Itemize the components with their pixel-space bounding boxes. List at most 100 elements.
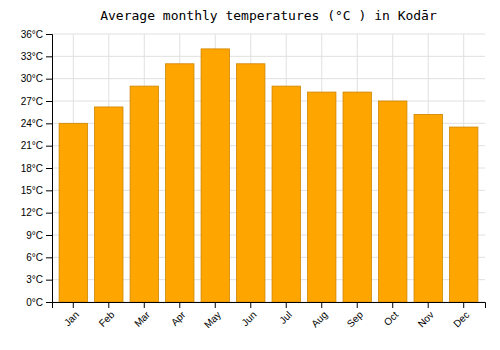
- x-tick-label: Jun: [239, 309, 258, 328]
- y-tick-mark: [46, 190, 52, 191]
- y-grid-line: [52, 101, 485, 102]
- x-tick-mark: [392, 302, 393, 308]
- bar: [201, 49, 229, 302]
- y-tick-label: 9°C: [26, 230, 43, 241]
- x-tick-label: Oct: [382, 309, 401, 328]
- bar: [130, 86, 158, 302]
- y-tick-mark: [46, 235, 52, 236]
- x-tick: Oct: [382, 302, 401, 328]
- x-tick: Aug: [309, 302, 329, 329]
- bar: [343, 92, 371, 302]
- x-tick-mark: [108, 302, 109, 308]
- title: Average monthly temperatures (°C ) in Ko…: [100, 8, 437, 23]
- y-tick-mark: [46, 56, 52, 57]
- y-tick: 9°C: [26, 230, 52, 241]
- y-tick-label: 0°C: [26, 297, 43, 308]
- bar: [379, 101, 407, 302]
- x-axis-line: [53, 303, 486, 309]
- y-tick-mark: [46, 79, 52, 80]
- y-tick: 6°C: [26, 252, 52, 263]
- x-axis: Jan Feb Mar Apr May Jun Jul Aug Sep Oct Nov Dec: [53, 302, 486, 330]
- bar: [59, 123, 87, 302]
- x-tick-mark: [286, 302, 287, 308]
- y-tick-mark: [46, 123, 52, 124]
- x-tick-mark: [179, 302, 180, 308]
- x-tick-label: Dec: [451, 309, 471, 329]
- x-tick-mark: [215, 302, 216, 308]
- y-tick-label: 33°C: [21, 51, 43, 62]
- y-tick-label: 24°C: [21, 118, 43, 129]
- y-tick: 33°C: [21, 51, 52, 62]
- x-tick-label: Jan: [62, 309, 81, 328]
- x-tick: Feb: [97, 302, 117, 329]
- y-tick: 0°C: [26, 297, 52, 308]
- x-tick-mark: [463, 302, 464, 308]
- x-tick-mark: [144, 302, 145, 308]
- y-tick: 30°C: [21, 73, 52, 84]
- bar: [95, 107, 123, 302]
- y-tick: 21°C: [21, 140, 52, 151]
- x-tick: Jul: [277, 302, 294, 326]
- grid: [52, 34, 485, 302]
- y-tick-label: 36°C: [21, 29, 43, 40]
- x-tick-mark: [321, 302, 322, 308]
- y-axis-line: [46, 35, 53, 303]
- y-tick-mark: [46, 213, 52, 214]
- y-tick-label: 6°C: [26, 252, 43, 263]
- y-tick-label: 15°C: [21, 185, 43, 196]
- bar: [414, 114, 442, 302]
- x-tick-label: Jul: [277, 309, 294, 326]
- x-tick-label: Nov: [416, 309, 436, 329]
- x-tick: Mar: [132, 302, 152, 329]
- x-tick-label: Aug: [309, 309, 329, 329]
- x-tick-label: Feb: [97, 309, 117, 329]
- y-tick-mark: [46, 302, 52, 303]
- bar: [450, 127, 478, 302]
- y-tick: 12°C: [21, 207, 52, 218]
- y-tick-label: 30°C: [21, 73, 43, 84]
- y-tick-mark: [46, 257, 52, 258]
- y-tick-mark: [46, 34, 52, 35]
- bar: [237, 64, 265, 302]
- x-tick-mark: [357, 302, 358, 308]
- x-tick-mark: [250, 302, 251, 308]
- bars: [59, 49, 478, 302]
- bar: [272, 86, 300, 302]
- x-tick-label: Mar: [132, 309, 152, 329]
- x-tick: Nov: [416, 302, 436, 329]
- x-tick: Jun: [239, 302, 258, 328]
- x-tick-label: May: [202, 309, 223, 330]
- y-tick: 3°C: [26, 274, 52, 285]
- y-tick-mark: [46, 168, 52, 169]
- y-tick: 15°C: [21, 185, 52, 196]
- y-tick-label: 21°C: [21, 140, 43, 151]
- y-tick: 36°C: [21, 29, 52, 40]
- x-tick-mark: [428, 302, 429, 308]
- x-tick-mark: [73, 302, 74, 308]
- y-tick: 24°C: [21, 118, 52, 129]
- y-tick-label: 18°C: [21, 163, 43, 174]
- y-tick-mark: [46, 280, 52, 281]
- x-tick: Apr: [169, 302, 188, 328]
- y-tick: 27°C: [21, 96, 52, 107]
- x-tick: Sep: [345, 302, 366, 329]
- y-tick-mark: [46, 146, 52, 147]
- y-tick-label: 27°C: [21, 96, 43, 107]
- y-axis: 0°C 3°C 6°C 9°C 12°C 15°C 18°C 21°C 24°C 27°C 30°C…: [21, 29, 53, 308]
- y-tick-mark: [46, 101, 52, 102]
- plot: 0°C 3°C 6°C 9°C 12°C 15°C 18°C 21°C 24°C 27°C 30°C…: [21, 29, 486, 331]
- x-tick: May: [202, 302, 223, 330]
- bar: [308, 92, 336, 302]
- y-grid-line: [52, 78, 485, 79]
- bar: [166, 64, 194, 302]
- x-tick: Jan: [62, 302, 81, 328]
- x-tick: Dec: [451, 302, 471, 329]
- y-grid-line: [52, 56, 485, 57]
- y-tick: 18°C: [21, 163, 52, 174]
- chart: 0°C 3°C 6°C 9°C 12°C 15°C 18°C 21°C 24°C 27°C 30°C…: [0, 0, 500, 350]
- x-tick-label: Sep: [345, 309, 366, 330]
- y-tick-label: 12°C: [21, 207, 43, 218]
- y-tick-label: 3°C: [26, 274, 43, 285]
- y-grid-line: [52, 34, 485, 35]
- x-tick-label: Apr: [169, 309, 188, 328]
